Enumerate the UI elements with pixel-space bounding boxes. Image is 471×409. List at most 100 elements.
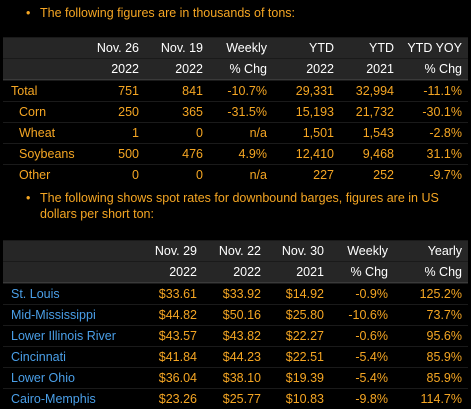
bullet-icon: • bbox=[26, 191, 31, 205]
table-cell: $33.92 bbox=[203, 283, 267, 304]
table-cell: -5.4% bbox=[330, 346, 394, 367]
table-cell: 476 bbox=[145, 143, 209, 164]
table-cell: 9,468 bbox=[340, 143, 400, 164]
row-label: Other bbox=[3, 164, 78, 185]
table-cell: $43.57 bbox=[139, 325, 203, 346]
table-cell: 1,501 bbox=[273, 122, 340, 143]
row-label: Cairo-Memphis bbox=[3, 388, 139, 409]
table-cell: -31.5% bbox=[209, 101, 273, 122]
table-row-corn: Corn 250 365 -31.5% 15,193 21,732 -30.1% bbox=[3, 101, 468, 122]
header-cell: 2021 bbox=[340, 58, 400, 80]
row-label: Cincinnati bbox=[3, 346, 139, 367]
table-cell: n/a bbox=[209, 122, 273, 143]
table-cell: 0 bbox=[145, 164, 209, 185]
table-cell: 365 bbox=[145, 101, 209, 122]
table-cell: $44.23 bbox=[203, 346, 267, 367]
table-cell: -0.9% bbox=[330, 283, 394, 304]
table-cell: 227 bbox=[273, 164, 340, 185]
header-cell: YTD YOY bbox=[400, 37, 468, 58]
header-cell: % Chg bbox=[209, 58, 273, 80]
table-cell: 1 bbox=[78, 122, 145, 143]
note-text: The following shows spot rates for downb… bbox=[40, 191, 439, 221]
shipments-table: Nov. 26 Nov. 19 Weekly YTD YTD YTD YOY 2… bbox=[3, 37, 468, 185]
header-cell: Nov. 26 bbox=[78, 37, 145, 58]
header-cell bbox=[3, 240, 139, 261]
table-cell: $43.82 bbox=[203, 325, 267, 346]
table-cell: 841 bbox=[145, 80, 209, 101]
table-cell: $25.80 bbox=[267, 304, 330, 325]
header-cell: 2022 bbox=[139, 261, 203, 283]
table-cell: 0 bbox=[145, 122, 209, 143]
table-row-cincinnati: Cincinnati $41.84 $44.23 $22.51 -5.4% 85… bbox=[3, 346, 468, 367]
header-cell: Nov. 30 bbox=[267, 240, 330, 261]
table-subheader-row: 2022 2022 % Chg 2022 2021 % Chg bbox=[3, 58, 468, 80]
table-header-row: Nov. 29 Nov. 22 Nov. 30 Weekly Yearly bbox=[3, 240, 468, 261]
table-cell: 751 bbox=[78, 80, 145, 101]
table-cell: 1,543 bbox=[340, 122, 400, 143]
table-cell: $23.26 bbox=[139, 388, 203, 409]
header-cell: 2022 bbox=[78, 58, 145, 80]
table-cell: 85.9% bbox=[394, 346, 468, 367]
header-cell bbox=[3, 261, 139, 283]
barge-rates-table: Nov. 29 Nov. 22 Nov. 30 Weekly Yearly 20… bbox=[3, 240, 468, 409]
table-cell: 250 bbox=[78, 101, 145, 122]
note-thousands-of-tons: • The following figures are in thousands… bbox=[26, 5, 460, 21]
bullet-icon: • bbox=[26, 6, 31, 20]
header-cell: Yearly bbox=[394, 240, 468, 261]
table-cell: -30.1% bbox=[400, 101, 468, 122]
row-label: Mid-Mississippi bbox=[3, 304, 139, 325]
row-label: Wheat bbox=[3, 122, 78, 143]
table-cell: $14.92 bbox=[267, 283, 330, 304]
note-barge-spot-rates: • The following shows spot rates for dow… bbox=[26, 190, 465, 222]
table-subheader-row: 2022 2022 2021 % Chg % Chg bbox=[3, 261, 468, 283]
table-row-lower-illinois-river: Lower Illinois River $43.57 $43.82 $22.2… bbox=[3, 325, 468, 346]
table-cell: $19.39 bbox=[267, 367, 330, 388]
header-cell: 2021 bbox=[267, 261, 330, 283]
row-label: Soybeans bbox=[3, 143, 78, 164]
header-cell: 2022 bbox=[273, 58, 340, 80]
header-cell bbox=[3, 58, 78, 80]
header-cell: Nov. 19 bbox=[145, 37, 209, 58]
table-cell: -2.8% bbox=[400, 122, 468, 143]
table-cell: $33.61 bbox=[139, 283, 203, 304]
table-cell: $36.04 bbox=[139, 367, 203, 388]
note-text: The following figures are in thousands o… bbox=[40, 6, 296, 20]
table-cell: -10.6% bbox=[330, 304, 394, 325]
header-cell: Nov. 29 bbox=[139, 240, 203, 261]
header-cell: Weekly bbox=[330, 240, 394, 261]
header-cell: % Chg bbox=[330, 261, 394, 283]
row-label: Corn bbox=[3, 101, 78, 122]
table-cell: $38.10 bbox=[203, 367, 267, 388]
table-cell: 114.7% bbox=[394, 388, 468, 409]
header-cell: % Chg bbox=[394, 261, 468, 283]
table-row-total: Total 751 841 -10.7% 29,331 32,994 -11.1… bbox=[3, 80, 468, 101]
table-cell: -0.6% bbox=[330, 325, 394, 346]
header-cell: % Chg bbox=[400, 58, 468, 80]
table-cell: $41.84 bbox=[139, 346, 203, 367]
table-cell: $44.82 bbox=[139, 304, 203, 325]
table-cell: $25.77 bbox=[203, 388, 267, 409]
table-cell: 12,410 bbox=[273, 143, 340, 164]
table-row-cairo-memphis: Cairo-Memphis $23.26 $25.77 $10.83 -9.8%… bbox=[3, 388, 468, 409]
table-cell: $50.16 bbox=[203, 304, 267, 325]
table-cell: -10.7% bbox=[209, 80, 273, 101]
row-label: Lower Ohio bbox=[3, 367, 139, 388]
table-cell: 73.7% bbox=[394, 304, 468, 325]
table-cell: 125.2% bbox=[394, 283, 468, 304]
table-row-soybeans: Soybeans 500 476 4.9% 12,410 9,468 31.1% bbox=[3, 143, 468, 164]
table-cell: 15,193 bbox=[273, 101, 340, 122]
table-row-lower-ohio: Lower Ohio $36.04 $38.10 $19.39 -5.4% 85… bbox=[3, 367, 468, 388]
table-cell: 21,732 bbox=[340, 101, 400, 122]
table-cell: 252 bbox=[340, 164, 400, 185]
header-cell: 2022 bbox=[145, 58, 209, 80]
table-cell: -5.4% bbox=[330, 367, 394, 388]
table-cell: -11.1% bbox=[400, 80, 468, 101]
table-row-mid-mississippi: Mid-Mississippi $44.82 $50.16 $25.80 -10… bbox=[3, 304, 468, 325]
table-cell: 29,331 bbox=[273, 80, 340, 101]
table-cell: 85.9% bbox=[394, 367, 468, 388]
table-row-wheat: Wheat 1 0 n/a 1,501 1,543 -2.8% bbox=[3, 122, 468, 143]
header-cell: Nov. 22 bbox=[203, 240, 267, 261]
table-row-st-louis: St. Louis $33.61 $33.92 $14.92 -0.9% 125… bbox=[3, 283, 468, 304]
header-cell: YTD bbox=[273, 37, 340, 58]
table-cell: 31.1% bbox=[400, 143, 468, 164]
